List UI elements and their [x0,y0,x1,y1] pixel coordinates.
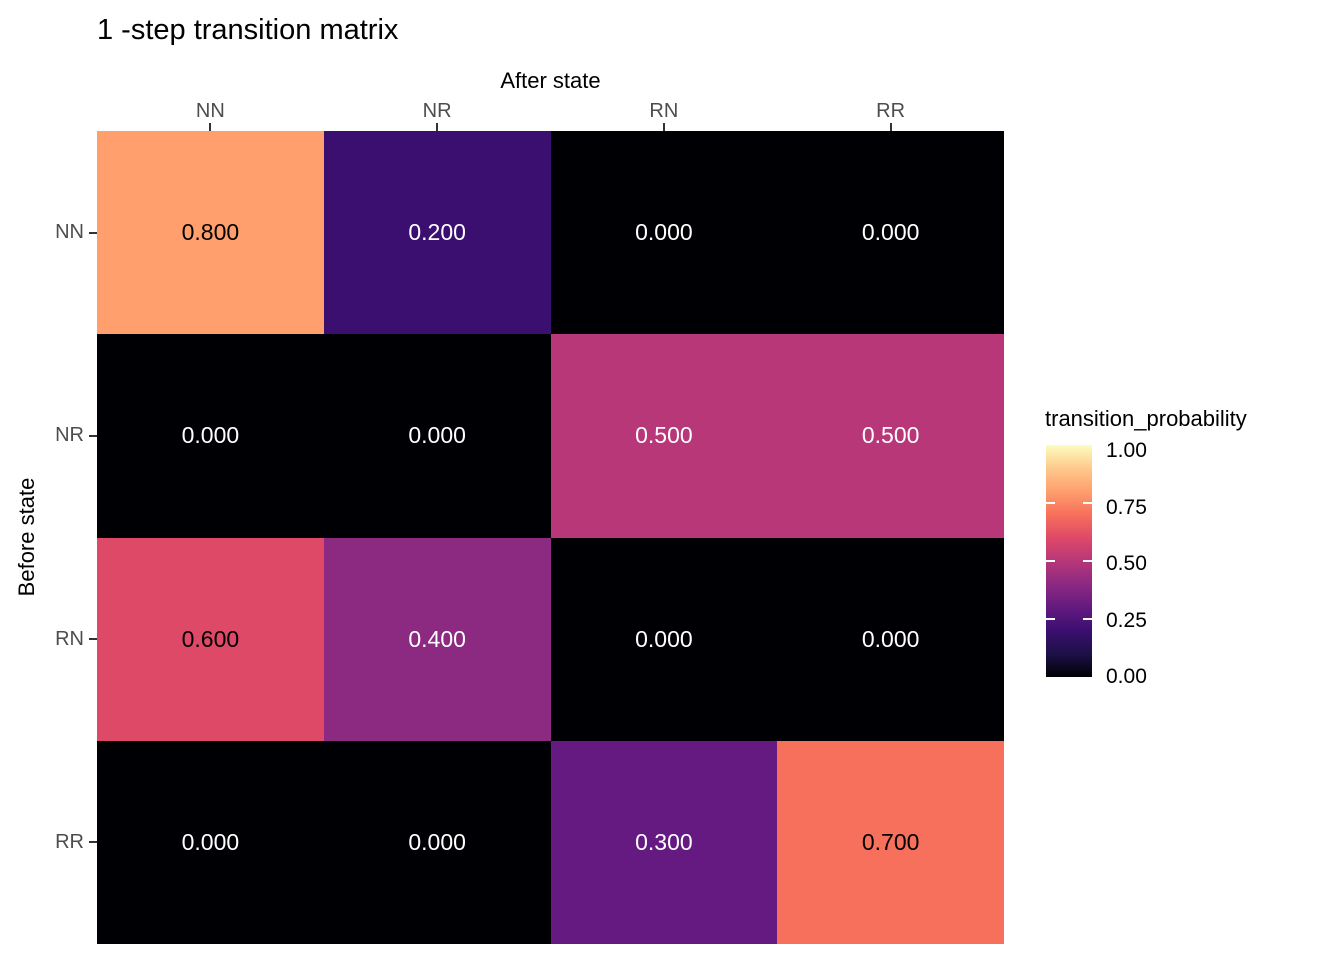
heatmap-cell-RN-RN: 0.000 [550,537,778,741]
colorbar-tick-dash [1083,502,1092,504]
cell-value-label: 0.000 [635,219,693,246]
cell-value-label: 0.600 [181,625,240,652]
cell-value-label: 0.000 [861,219,920,246]
cell-value-label: 0.000 [181,828,240,855]
cell-value-label: 0.200 [408,219,466,246]
plot-title: 1 -step transition matrix [97,14,399,46]
legend-tick-label-0.00: 0.00 [1106,665,1147,688]
y-tick-mark [89,434,97,437]
heatmap-cell-RR-RR: 0.700 [777,740,1004,944]
x-tick-label-RN: RN [649,100,679,122]
cell-value-label: 0.500 [635,422,693,449]
legend-tick-label-0.25: 0.25 [1106,608,1147,632]
colorbar-tick-dash [1046,618,1055,620]
heatmap-cell-RN-RR: 0.000 [777,537,1004,741]
y-tick-label-NN: NN [55,221,84,244]
cell-value-label: 0.500 [861,422,920,449]
cell-value-label: 0.000 [181,422,240,449]
cell-value-label: 0.300 [635,828,693,855]
y-axis-tick-labels: NN NR RN RR [0,131,84,944]
cell-value-label: 0.000 [408,828,466,855]
y-tick-label-NR: NR [55,424,84,447]
heatmap-cell-RR-NN: 0.000 [97,740,324,944]
cell-value-label: 0.400 [408,625,466,652]
legend-tick-label-1.00: 1.00 [1106,439,1147,462]
x-axis-tick-labels: NN NR RN RR [97,100,1004,122]
legend-title: transition_probability [1045,406,1247,431]
colorbar-tick-dash [1046,560,1055,562]
heatmap-cell-RR-RN: 0.300 [550,740,778,944]
cell-value-label: 0.000 [635,625,693,652]
x-tick-label-NR: NR [422,100,452,122]
x-tick-mark [889,123,892,131]
x-axis-title: After state [500,68,601,93]
y-tick-label-RN: RN [55,627,84,650]
y-tick-mark [89,841,97,844]
x-tick-label-RR: RR [876,100,906,122]
colorbar-tick-dash [1046,502,1055,504]
legend-tick-label-0.50: 0.50 [1106,552,1147,575]
heatmap-cell-NR-RR: 0.500 [777,334,1004,538]
heatmap-cell-NN-NN: 0.800 [97,131,324,335]
heatmap-cell-RN-NR: 0.400 [323,537,551,741]
heatmap-cell-NN-NR: 0.200 [323,131,551,335]
colorbar-tick-dash [1083,618,1092,620]
cell-value-label: 0.800 [181,219,240,246]
y-tick-mark [89,231,97,234]
y-tick-label-RR: RR [55,830,84,853]
heatmap-panel: 0.800 0.200 0.000 0.000 0.000 0.000 0.500 0.500… [97,131,1004,944]
x-tick-label-NN: NN [195,100,225,122]
x-tick-mark [436,123,439,131]
heatmap-cell-NR-RN: 0.500 [550,334,778,538]
y-tick-mark [89,638,97,641]
heatmap-cell-NR-NR: 0.000 [323,334,551,538]
heatmap-cell-NN-RR: 0.000 [777,131,1004,335]
legend-colorbar [1046,445,1092,677]
legend-tick-label-0.75: 0.75 [1106,495,1147,519]
heatmap-cell-NR-NN: 0.000 [97,334,324,538]
colorbar-tick-dash [1083,560,1092,562]
cell-value-label: 0.000 [861,625,920,652]
x-tick-mark [662,123,665,131]
heatmap-cell-RN-NN: 0.600 [97,537,324,741]
heatmap-cell-NN-RN: 0.000 [550,131,778,335]
x-tick-mark [209,123,212,131]
heatmap-cell-RR-NR: 0.000 [323,740,551,944]
cell-value-label: 0.000 [408,422,466,449]
cell-value-label: 0.700 [861,828,920,855]
